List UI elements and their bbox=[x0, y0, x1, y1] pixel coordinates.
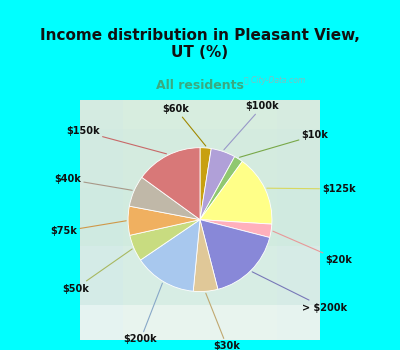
Wedge shape bbox=[200, 220, 272, 238]
Text: > $200k: > $200k bbox=[252, 272, 347, 313]
Wedge shape bbox=[130, 220, 200, 260]
Text: $125k: $125k bbox=[267, 184, 356, 194]
Wedge shape bbox=[200, 149, 235, 220]
Wedge shape bbox=[193, 220, 218, 292]
Bar bbox=[46, 305, 354, 350]
Text: $75k: $75k bbox=[50, 221, 126, 236]
Text: $200k: $200k bbox=[124, 283, 162, 344]
Bar bbox=[200, 71, 277, 350]
Wedge shape bbox=[140, 220, 200, 291]
Wedge shape bbox=[200, 156, 242, 220]
Bar bbox=[123, 71, 200, 350]
Bar bbox=[46, 71, 354, 130]
Text: All residents: All residents bbox=[156, 79, 244, 92]
Text: $100k: $100k bbox=[224, 102, 279, 150]
Text: ⓘ City-Data.com: ⓘ City-Data.com bbox=[244, 76, 306, 85]
Text: $30k: $30k bbox=[206, 293, 240, 350]
Wedge shape bbox=[200, 220, 270, 289]
Bar bbox=[46, 246, 354, 305]
Text: $60k: $60k bbox=[162, 104, 206, 146]
Text: $20k: $20k bbox=[273, 231, 352, 265]
Bar bbox=[46, 188, 354, 246]
Text: $40k: $40k bbox=[54, 174, 132, 190]
Bar bbox=[277, 71, 354, 350]
Text: $10k: $10k bbox=[240, 130, 328, 157]
Wedge shape bbox=[142, 148, 200, 220]
Wedge shape bbox=[128, 206, 200, 235]
Text: Income distribution in Pleasant View,
UT (%): Income distribution in Pleasant View, UT… bbox=[40, 28, 360, 60]
Wedge shape bbox=[129, 177, 200, 220]
Wedge shape bbox=[200, 161, 272, 224]
Text: $50k: $50k bbox=[62, 249, 132, 294]
Bar bbox=[46, 130, 354, 188]
Text: $150k: $150k bbox=[66, 126, 166, 154]
Wedge shape bbox=[200, 148, 211, 220]
Bar bbox=[46, 71, 123, 350]
